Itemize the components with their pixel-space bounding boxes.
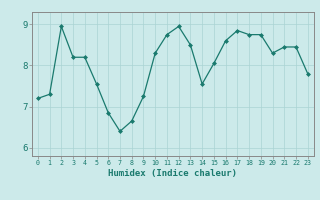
X-axis label: Humidex (Indice chaleur): Humidex (Indice chaleur) — [108, 169, 237, 178]
